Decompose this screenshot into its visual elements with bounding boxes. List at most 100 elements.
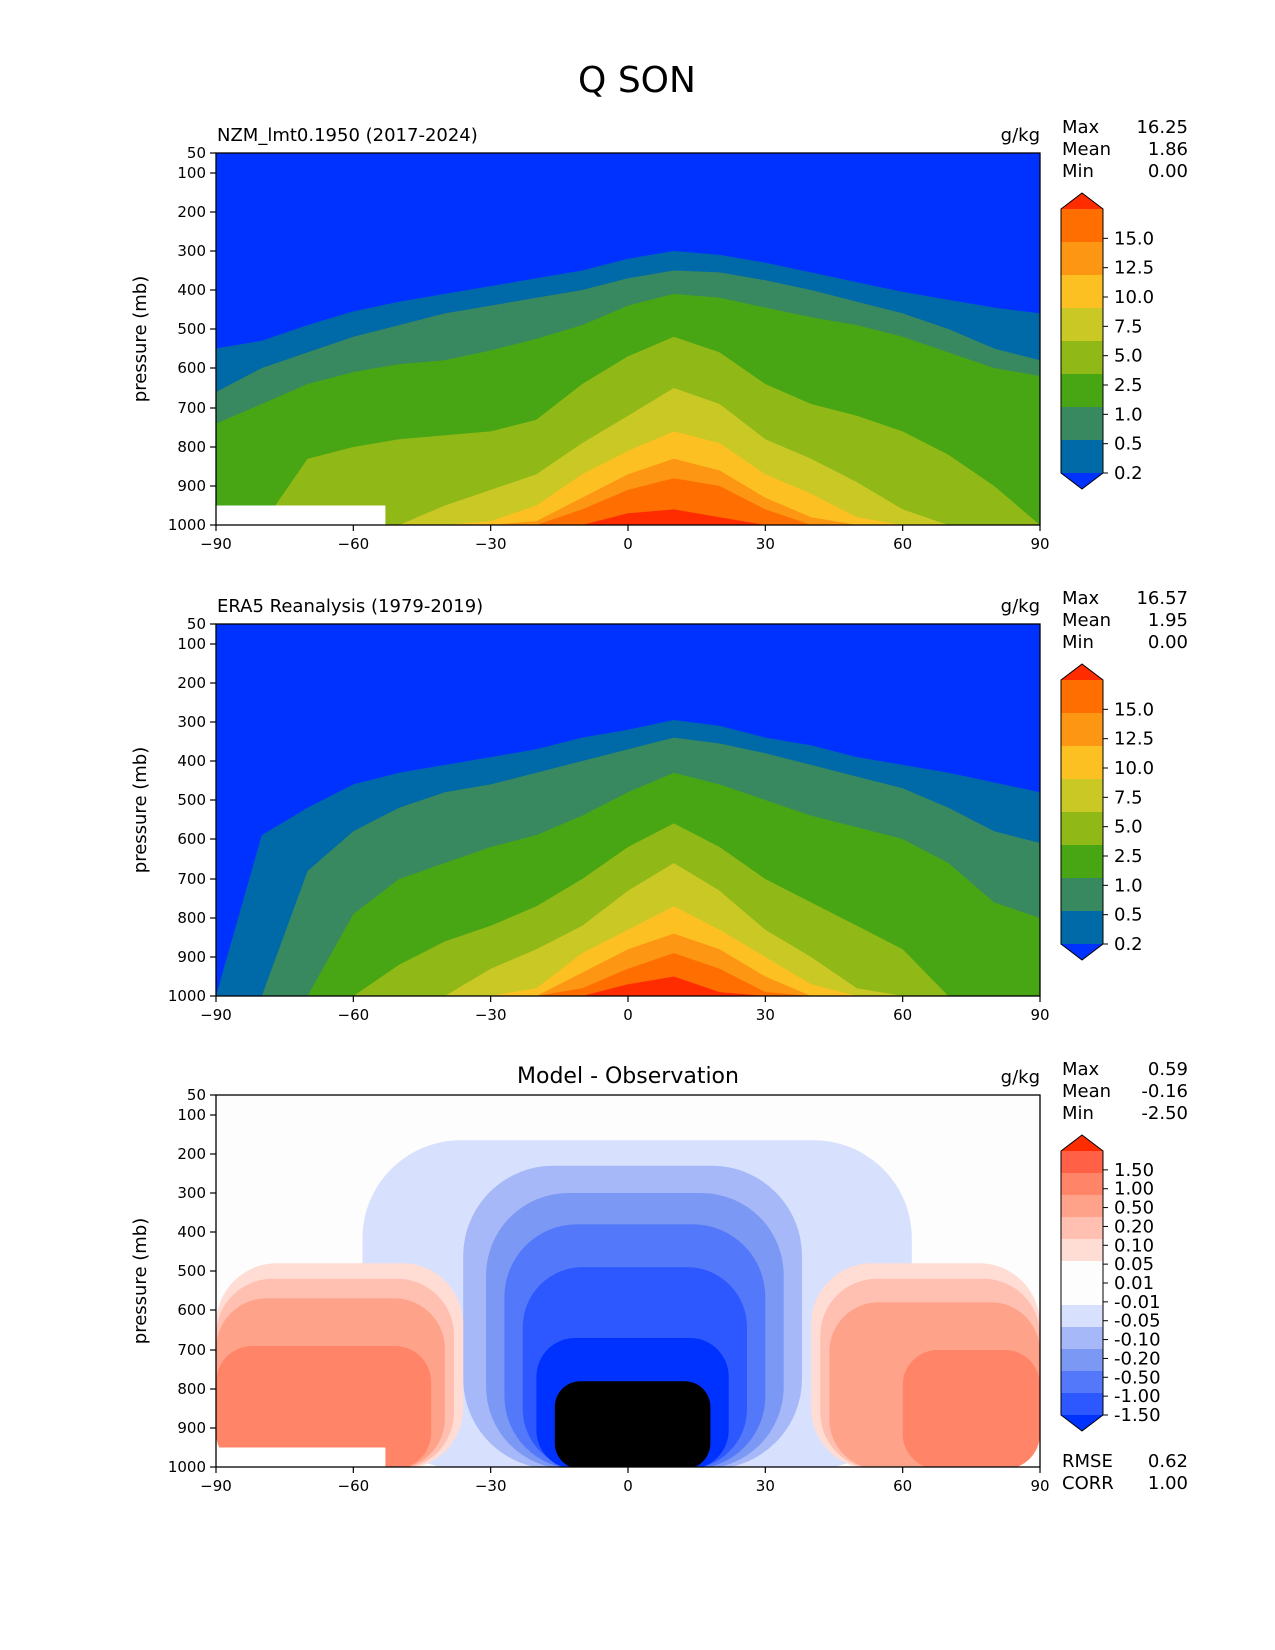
y-tick-label: 700: [177, 1341, 206, 1359]
x-tick-label: 90: [1030, 1006, 1049, 1024]
y-tick-label: 1000: [168, 516, 206, 534]
colorbar-extend-min: [1061, 473, 1103, 489]
colorbar-tick-label: 5.0: [1114, 346, 1143, 367]
stat-value: 1.86: [1148, 139, 1188, 160]
x-tick-label: 0: [623, 1477, 633, 1495]
masked-topography: [216, 505, 386, 525]
stat-value: 1.95: [1148, 610, 1188, 631]
stat-label: Mean: [1062, 139, 1111, 160]
x-tick-label: 60: [893, 1477, 912, 1495]
colorbar-block: [1061, 713, 1103, 747]
colorbar-tick-label: 10.0: [1114, 287, 1154, 308]
stat-label: Mean: [1062, 1081, 1111, 1102]
colorbar-block: [1061, 209, 1103, 243]
y-tick-label: 300: [177, 1184, 206, 1202]
x-tick-label: −60: [338, 535, 370, 553]
y-tick-label: 700: [177, 399, 206, 417]
colorbar-tick-label: 0.10: [1114, 1235, 1154, 1256]
colorbar-tick-label: 12.5: [1114, 258, 1154, 279]
colorbar-tick-label: 1.00: [1114, 1179, 1154, 1200]
stat-value: 1.00: [1148, 1473, 1188, 1494]
panel-title: Model - Observation: [517, 1064, 739, 1089]
contour-band-level-8: [216, 953, 1040, 996]
colorbar-tick-label: 10.0: [1114, 758, 1154, 779]
colorbar-tick-label: 0.50: [1114, 1198, 1154, 1219]
colorbar-block: [1061, 680, 1103, 714]
colorbar-tick-label: 0.05: [1114, 1254, 1154, 1275]
y-tick-label: 50: [187, 1086, 206, 1104]
colorbar-block: [1061, 1327, 1103, 1350]
colorbar-tick-label: 0.2: [1114, 934, 1143, 955]
colorbar-block: [1061, 812, 1103, 846]
colorbar-block: [1061, 440, 1103, 474]
contour-band-level-9: [216, 976, 1040, 996]
colorbar-block: [1061, 779, 1103, 813]
colorbar-tick-label: -0.01: [1114, 1292, 1161, 1313]
stat-value: -0.16: [1141, 1081, 1188, 1102]
colorbar-tick-label: 0.01: [1114, 1273, 1154, 1294]
y-axis-label: pressure (mb): [130, 1218, 151, 1344]
colorbar-extend-min: [1061, 944, 1103, 960]
stat-label: Mean: [1062, 610, 1111, 631]
y-tick-label: 300: [177, 713, 206, 731]
chart-panel-3: Model - Observation g/kg pressure (mb) 50 10…: [130, 1059, 1188, 1495]
chart-panel-2: ERA5 Reanalysis (1979-2019) g/kg pressure …: [130, 588, 1188, 1024]
y-tick-label: 800: [177, 438, 206, 456]
x-tick-label: 30: [756, 1006, 775, 1024]
contour-band-level-5: [216, 863, 1040, 996]
contour-field: [216, 153, 1040, 525]
colorbar-block: [1061, 1283, 1103, 1306]
contour-field: [216, 624, 1040, 996]
contour-field: [216, 1095, 1040, 1467]
colorbar: 15.0 12.5 10.0 7.5 5.0 2.5 1.0 0.5 0.2: [1060, 192, 1154, 490]
y-tick-label: 800: [177, 909, 206, 927]
x-tick-label: 0: [623, 535, 633, 553]
x-tick-label: 90: [1030, 535, 1049, 553]
colorbar-tick-label: -0.05: [1114, 1311, 1161, 1332]
colorbar-tick-label: 12.5: [1114, 729, 1154, 750]
colorbar-block: [1061, 374, 1103, 408]
x-tick-label: −90: [200, 1477, 232, 1495]
units-label: g/kg: [1001, 1067, 1040, 1088]
stat-label: Max: [1062, 1059, 1100, 1080]
colorbar-block: [1061, 1239, 1103, 1262]
colorbar-tick-label: 2.5: [1114, 846, 1143, 867]
y-tick-label: 500: [177, 1262, 206, 1280]
colorbar-tick-label: 0.20: [1114, 1216, 1154, 1237]
y-axis-label: pressure (mb): [130, 276, 151, 402]
colorbar-tick-label: 1.0: [1114, 875, 1143, 896]
colorbar-block: [1061, 341, 1103, 375]
colorbar-block: [1061, 911, 1103, 945]
colorbar-extend-max: [1061, 193, 1103, 209]
contour-band-level-7: [216, 933, 1040, 996]
stat-label: Min: [1062, 161, 1094, 182]
y-tick-label: 400: [177, 1223, 206, 1241]
y-axis-label: pressure (mb): [130, 747, 151, 873]
y-tick-label: 900: [177, 1419, 206, 1437]
y-tick-label: 100: [177, 1106, 206, 1124]
stat-label: Max: [1062, 588, 1100, 609]
y-tick-label: 700: [177, 870, 206, 888]
y-tick-label: 600: [177, 359, 206, 377]
contour-region-positive-4: [216, 1346, 432, 1467]
colorbar-block: [1061, 1195, 1103, 1218]
colorbar-tick-label: 7.5: [1114, 787, 1143, 808]
chart-panel-1: NZM_lmt0.1950 (2017-2024) g/kg pressure (m…: [130, 117, 1188, 553]
colorbar-block: [1061, 1173, 1103, 1196]
x-tick-label: −60: [338, 1477, 370, 1495]
contour-band-level-8: [216, 478, 1040, 525]
x-tick-label: 30: [756, 535, 775, 553]
colorbar-block: [1061, 845, 1103, 879]
stat-value: 16.25: [1136, 117, 1188, 138]
stat-label: CORR: [1062, 1473, 1114, 1494]
colorbar-tick-label: 15.0: [1114, 228, 1154, 249]
colorbar-block: [1061, 1261, 1103, 1284]
colorbar-block: [1061, 242, 1103, 276]
y-tick-label: 900: [177, 477, 206, 495]
colorbar-tick-label: -0.20: [1114, 1348, 1161, 1369]
y-tick-label: 200: [177, 1145, 206, 1163]
stat-value: -2.50: [1141, 1103, 1188, 1124]
colorbar-tick-label: -0.50: [1114, 1367, 1161, 1388]
colorbar-block: [1061, 407, 1103, 441]
